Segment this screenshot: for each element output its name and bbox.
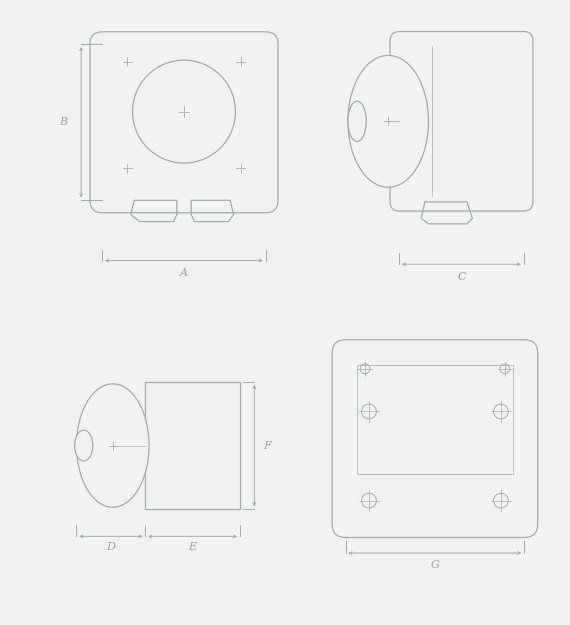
Ellipse shape [75,430,93,461]
Text: F: F [263,441,271,451]
Bar [145,382,240,509]
Bar [357,365,512,474]
Text: A: A [180,268,188,278]
Text: E: E [189,542,197,552]
Ellipse shape [76,384,149,508]
Ellipse shape [348,101,367,141]
Text: D: D [107,542,115,552]
Ellipse shape [348,56,429,188]
Text: C: C [457,272,466,282]
Text: G: G [430,559,439,569]
Text: B: B [59,118,67,127]
